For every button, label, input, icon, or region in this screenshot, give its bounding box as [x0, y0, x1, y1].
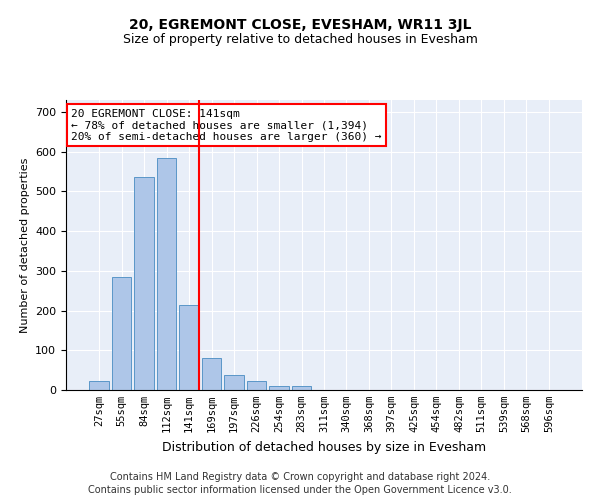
Text: 20 EGREMONT CLOSE: 141sqm
← 78% of detached houses are smaller (1,394)
20% of se: 20 EGREMONT CLOSE: 141sqm ← 78% of detac… — [71, 108, 382, 142]
Bar — [224, 376, 244, 390]
Bar — [269, 386, 289, 390]
Bar — [247, 382, 266, 390]
Bar — [89, 382, 109, 390]
Bar — [179, 304, 199, 390]
Bar — [292, 386, 311, 390]
Y-axis label: Number of detached properties: Number of detached properties — [20, 158, 29, 332]
Bar — [134, 178, 154, 390]
Text: Size of property relative to detached houses in Evesham: Size of property relative to detached ho… — [122, 32, 478, 46]
X-axis label: Distribution of detached houses by size in Evesham: Distribution of detached houses by size … — [162, 440, 486, 454]
Text: Contains public sector information licensed under the Open Government Licence v3: Contains public sector information licen… — [88, 485, 512, 495]
Bar — [112, 277, 131, 390]
Bar — [157, 158, 176, 390]
Text: 20, EGREMONT CLOSE, EVESHAM, WR11 3JL: 20, EGREMONT CLOSE, EVESHAM, WR11 3JL — [129, 18, 471, 32]
Bar — [202, 358, 221, 390]
Text: Contains HM Land Registry data © Crown copyright and database right 2024.: Contains HM Land Registry data © Crown c… — [110, 472, 490, 482]
